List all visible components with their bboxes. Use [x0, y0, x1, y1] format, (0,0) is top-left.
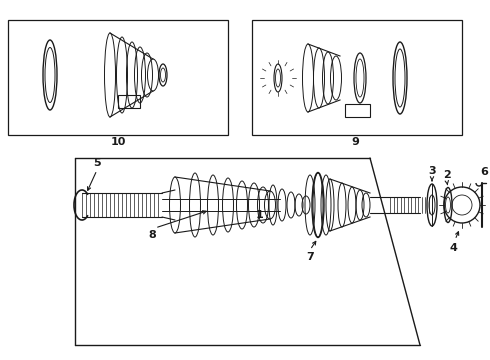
Bar	[252, 20, 462, 135]
Text: 4: 4	[449, 243, 457, 253]
Text: 2: 2	[443, 170, 451, 180]
Bar	[345, 104, 370, 117]
Text: 5: 5	[93, 158, 101, 168]
Bar	[8, 20, 228, 135]
Text: 7: 7	[306, 252, 314, 262]
Text: 8: 8	[148, 230, 156, 240]
Bar	[118, 95, 140, 108]
Text: 6: 6	[480, 167, 488, 177]
Text: 10: 10	[110, 137, 126, 147]
Text: 3: 3	[428, 166, 436, 176]
Text: 9: 9	[351, 137, 359, 147]
Text: 1: 1	[256, 210, 264, 220]
